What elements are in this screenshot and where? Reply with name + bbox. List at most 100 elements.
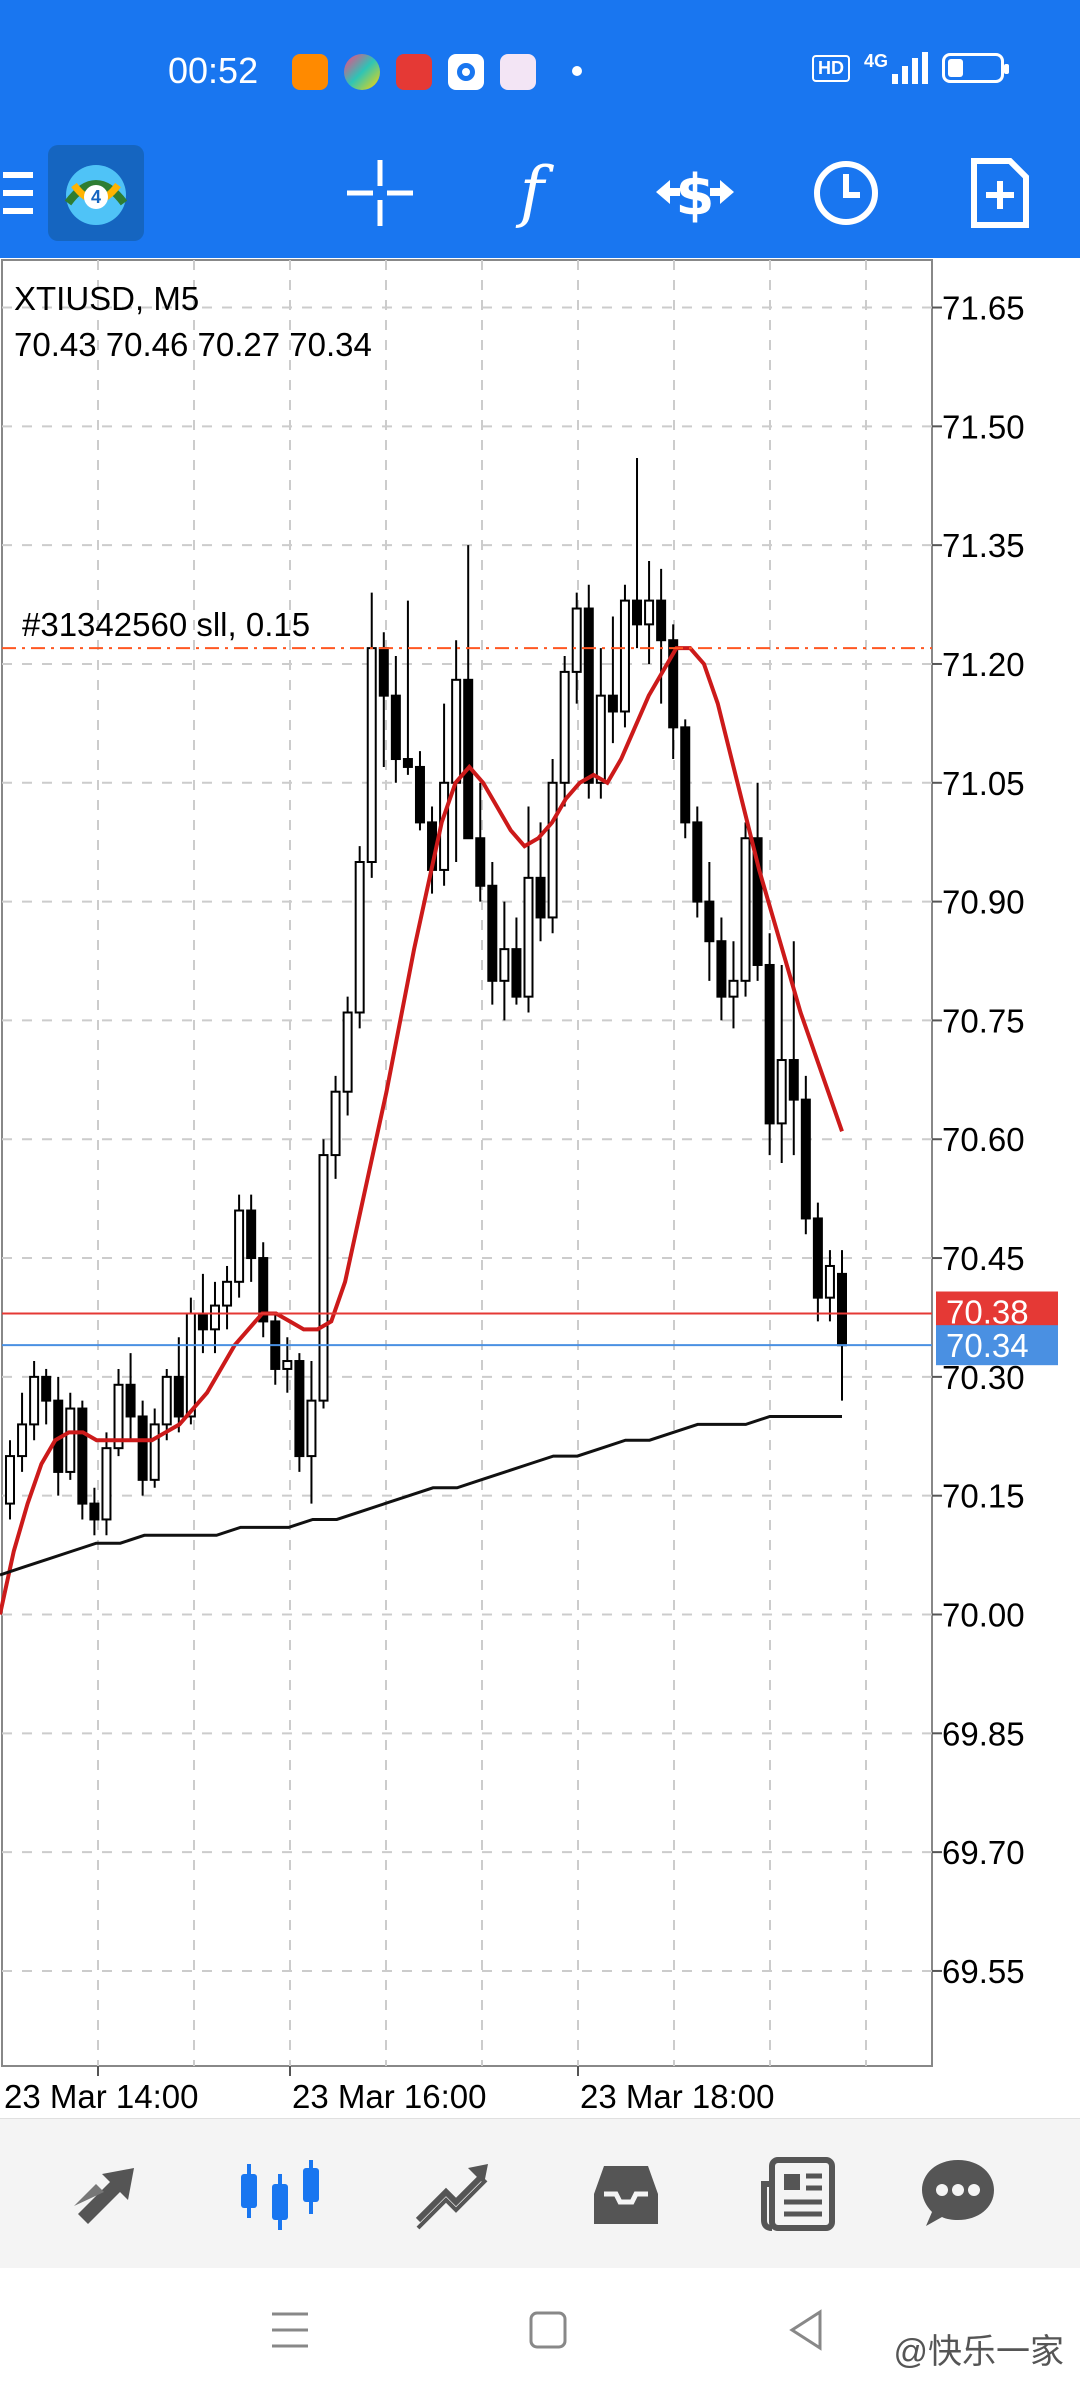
trade-trend-icon	[415, 2164, 488, 2230]
candle-body	[463, 678, 474, 840]
candle-body	[535, 876, 546, 919]
inbox-icon	[594, 2166, 658, 2224]
candle-body	[294, 1360, 305, 1458]
candle-body	[499, 948, 510, 982]
candle-body	[101, 1447, 112, 1521]
menu-button[interactable]	[0, 128, 36, 258]
menu-icon	[3, 172, 33, 214]
price-axis-label: 70.00	[942, 1597, 1025, 1634]
bid-price-tag	[936, 1325, 1058, 1366]
app-notif-toutiao-icon	[396, 54, 432, 90]
new-document-icon	[971, 158, 1029, 228]
candle-body	[523, 876, 534, 998]
sys-menu-button[interactable]	[270, 2308, 310, 2357]
metatrader-logo-icon: 4	[48, 145, 144, 241]
candle-body	[414, 765, 425, 824]
plot-frame	[1, 259, 933, 2067]
chart-area[interactable]: 71.65 71.50 71.35 71.20 71.05 70.90 70.75 70.60…	[0, 258, 1080, 2118]
candle-body	[716, 940, 727, 998]
candle-body	[824, 1264, 835, 1299]
nav-quotes-button[interactable]	[48, 2119, 168, 2269]
ask-price-tag	[936, 1291, 1058, 1332]
candle-body	[511, 948, 522, 998]
trade-button[interactable]: $	[640, 128, 750, 258]
candle-body	[740, 837, 751, 982]
home-square-icon	[529, 2311, 567, 2349]
nav-chart-button[interactable]	[220, 2119, 340, 2269]
system-nav-bar: @快乐一家	[0, 2268, 1080, 2400]
candle-body	[161, 1375, 172, 1426]
back-triangle-icon	[789, 2309, 822, 2351]
quotes-arrows-icon	[74, 2168, 134, 2224]
app-notif-2-icon	[344, 54, 380, 90]
more-notifications-dot	[572, 66, 582, 76]
candle-body	[89, 1502, 100, 1521]
time-axis-label: 23 Mar 14:00	[4, 2078, 198, 2115]
battery-icon	[942, 53, 1009, 83]
candle-body	[728, 979, 739, 998]
candle-body	[680, 726, 691, 824]
crosshair-button[interactable]	[330, 128, 430, 258]
price-axis-label: 70.45	[942, 1240, 1025, 1277]
menu-lines-icon	[272, 2312, 308, 2348]
candle-body	[559, 670, 570, 784]
candle-body	[366, 647, 377, 864]
nav-messages-button[interactable]	[898, 2119, 1018, 2269]
clock-icon	[814, 161, 878, 225]
crosshair-icon	[347, 160, 413, 226]
candle-body	[378, 647, 389, 697]
candle-body	[209, 1304, 220, 1331]
candle-body	[390, 694, 401, 761]
candle-body	[137, 1415, 148, 1481]
candle-body	[246, 1209, 257, 1260]
candle-body	[258, 1257, 269, 1323]
nav-trade-button[interactable]	[392, 2119, 512, 2269]
nav-history-button[interactable]	[566, 2119, 686, 2269]
candle-body	[812, 1217, 823, 1299]
candle-body	[113, 1383, 124, 1450]
candle-body	[234, 1209, 245, 1283]
status-time: 00:52	[168, 50, 259, 91]
app-notif-5-icon	[500, 54, 536, 90]
order-label: #31342560 sll, 0.15	[22, 606, 310, 643]
candle-body	[451, 678, 462, 784]
ma-fast-line	[0, 646, 844, 1615]
svg-text:f: f	[515, 158, 555, 228]
candle-body	[800, 1098, 811, 1220]
price-axis-label: 70.75	[942, 1002, 1025, 1039]
candle-body	[222, 1280, 233, 1307]
sys-home-button[interactable]	[528, 2308, 568, 2357]
candle-body	[776, 1059, 787, 1125]
candle-body	[77, 1407, 88, 1505]
sys-back-button[interactable]	[786, 2308, 826, 2357]
price-chart[interactable]: 71.65 71.50 71.35 71.20 71.05 70.90 70.75 70.60…	[0, 258, 1080, 2118]
candle-body	[65, 1407, 76, 1473]
candle-body	[125, 1383, 136, 1418]
app-notif-4-icon	[448, 54, 484, 90]
nav-news-button[interactable]	[738, 2119, 858, 2269]
candle-body	[173, 1375, 184, 1418]
price-axis-label: 70.60	[942, 1121, 1025, 1158]
candle-body	[692, 821, 703, 903]
candlestick-chart-icon	[241, 2160, 319, 2230]
network-label: 4G	[863, 50, 888, 71]
function-icon: f	[515, 158, 555, 228]
candle-body	[571, 607, 582, 673]
candle-body	[185, 1312, 196, 1418]
candle-body	[149, 1423, 160, 1481]
candle-body	[837, 1272, 847, 1347]
watermark: @快乐一家	[893, 2333, 1064, 2371]
symbol-timeframe: XTIUSD, M5	[14, 280, 200, 317]
indicators-button[interactable]: f	[482, 128, 582, 258]
price-axis-label: 71.05	[942, 765, 1025, 802]
candle-body	[644, 599, 655, 626]
new-order-button[interactable]	[950, 128, 1050, 258]
app-notif-1-icon	[292, 54, 328, 90]
timeframe-button[interactable]	[796, 128, 896, 258]
candle-body	[475, 837, 486, 887]
app-logo-button[interactable]: 4	[46, 128, 146, 258]
candle-body	[197, 1312, 208, 1331]
ohlc-values: 70.43 70.46 70.27 70.34	[14, 326, 372, 363]
newspaper-icon	[761, 2157, 835, 2231]
price-axis-label: 69.85	[942, 1715, 1025, 1752]
